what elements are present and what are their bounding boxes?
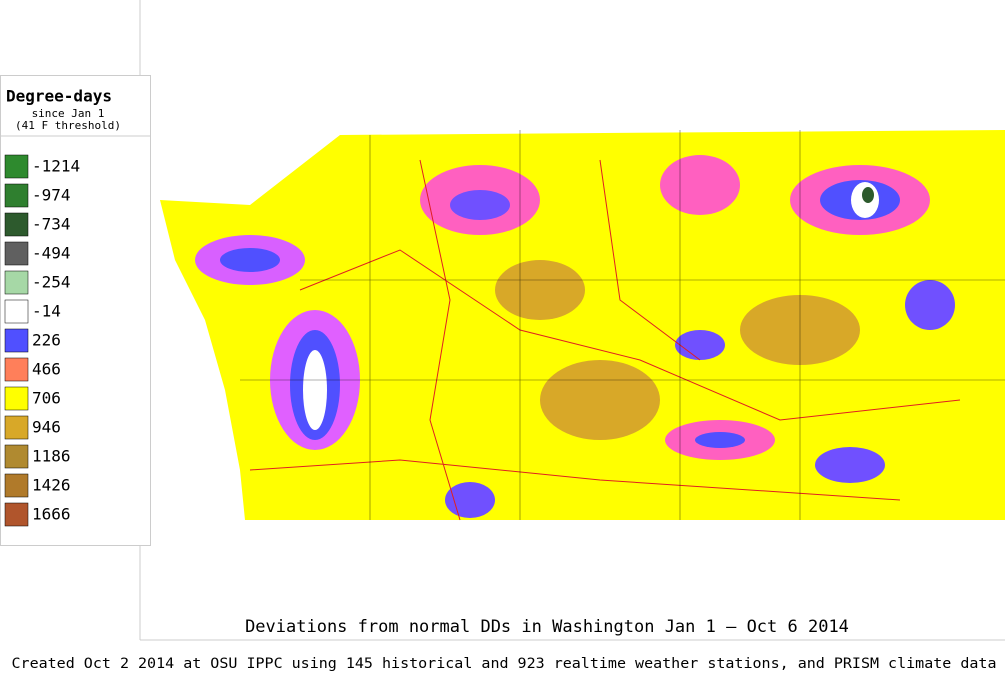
map-title: Deviations from normal DDs in Washington… (245, 617, 849, 637)
legend-swatch (4, 415, 29, 440)
county-lines (240, 130, 1005, 520)
legend-swatch (4, 212, 29, 237)
anomaly-zone (303, 350, 327, 430)
legend-subtitle: since Jan 1 (32, 107, 105, 120)
legend-swatch (4, 241, 29, 266)
legend-swatch (4, 357, 29, 382)
legend-value: -1214 (32, 157, 80, 176)
legend-value: 1426 (32, 476, 71, 495)
legend-swatch (4, 444, 29, 469)
anomaly-zone (495, 260, 585, 320)
legend-value: -254 (32, 273, 71, 292)
anomaly-zone (815, 447, 885, 483)
legend-value: -734 (32, 215, 71, 234)
anomaly-zone (445, 482, 495, 518)
anomaly-zone (862, 187, 874, 203)
state-area (160, 130, 1005, 520)
anomaly-zone (450, 190, 510, 220)
legend-value: 1666 (32, 505, 71, 524)
roads (249, 159, 961, 521)
legend-swatch (4, 502, 29, 527)
legend-swatch (4, 299, 29, 324)
legend-swatch (4, 183, 29, 208)
legend-value: -14 (32, 302, 61, 321)
legend-value: 226 (32, 331, 61, 350)
footer: Created Oct 2 2014 at OSU IPPC using 145… (12, 656, 997, 672)
anomaly-zone (540, 360, 660, 440)
legend-title: Degree-days (6, 87, 112, 106)
state-map (160, 130, 1005, 521)
legend-swatch (4, 328, 29, 353)
anomaly-zone (220, 248, 280, 272)
legend-value: 706 (32, 389, 61, 408)
legend-value: 466 (32, 360, 61, 379)
legend-value: -494 (32, 244, 71, 263)
legend-value: 946 (32, 418, 61, 437)
legend-swatch (4, 386, 29, 411)
anomaly-zone (905, 280, 955, 330)
anomaly-zone (695, 432, 745, 448)
legend-swatch (4, 473, 29, 498)
legend-swatch (4, 154, 29, 179)
legend-note: (41 F threshold) (15, 119, 121, 132)
legend-swatch (4, 270, 29, 295)
legend-items: -1214 -974 -734 -494 -254 -14 226 466 706 946 1186… (4, 154, 80, 527)
legend-value: -974 (32, 186, 71, 205)
anomaly-zone (675, 330, 725, 360)
legend-value: 1186 (32, 447, 71, 466)
anomaly-zone (660, 155, 740, 215)
